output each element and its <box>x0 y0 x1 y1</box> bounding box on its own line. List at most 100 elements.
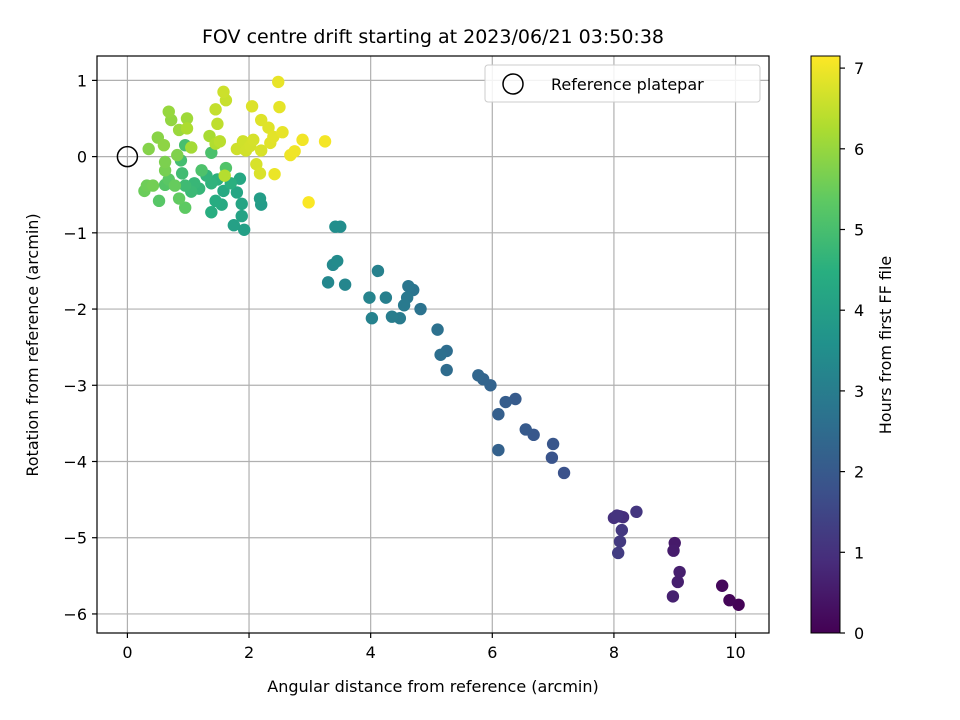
data-point <box>245 100 259 113</box>
data-point <box>338 278 352 291</box>
colorbar-tick-label: 6 <box>854 140 864 159</box>
data-point <box>331 254 344 268</box>
colorbar: 0 1 2 3 4 5 6 7 Hours from first FF file <box>810 55 895 643</box>
colorbar-ticks: 0 1 2 3 4 5 6 7 <box>840 59 864 643</box>
x-axis-ticks: 0 2 4 6 8 10 <box>122 633 746 662</box>
data-point <box>175 167 189 180</box>
data-point <box>253 167 267 180</box>
data-point <box>235 197 248 211</box>
y-tick-label: −2 <box>63 300 87 319</box>
data-point <box>237 223 251 236</box>
y-tick-label: 1 <box>77 71 87 90</box>
x-tick-label: 0 <box>122 643 132 662</box>
data-point <box>371 264 385 278</box>
y-axis-ticks: 1 0 −1 −2 −3 −4 −5 −6 <box>63 71 97 624</box>
legend: Reference platepar <box>484 64 761 103</box>
data-point <box>146 179 160 192</box>
data-point <box>723 594 736 607</box>
data-point <box>715 579 729 592</box>
data-point <box>195 164 208 177</box>
data-point <box>546 437 560 451</box>
y-tick-label: −1 <box>63 224 87 243</box>
data-point <box>385 310 399 323</box>
data-point <box>168 179 182 192</box>
data-point <box>247 133 260 147</box>
reference-marker <box>116 145 139 168</box>
data-point <box>434 348 447 361</box>
y-axis-label: Rotation from reference (arcmin) <box>23 213 42 476</box>
data-point <box>318 135 332 148</box>
data-point <box>379 291 393 304</box>
y-tick-label: −6 <box>63 605 87 624</box>
data-point <box>611 546 625 560</box>
data-point <box>630 505 643 519</box>
data-point <box>254 144 268 157</box>
data-point <box>230 186 244 199</box>
colorbar-tick-label: 0 <box>854 624 864 643</box>
data-point <box>253 192 267 205</box>
x-axis-label: Angular distance from reference (arcmin) <box>267 677 598 696</box>
data-point <box>162 105 175 118</box>
data-point <box>492 443 505 457</box>
data-point <box>329 220 342 233</box>
data-point <box>273 100 286 114</box>
data-point <box>615 523 629 537</box>
data-points <box>138 75 745 611</box>
data-point <box>178 179 192 192</box>
x-tick-label: 10 <box>725 643 745 662</box>
data-point <box>157 138 171 152</box>
data-point <box>180 112 194 125</box>
colorbar-tick-label: 3 <box>854 382 864 401</box>
data-point <box>218 169 231 182</box>
x-tick-label: 8 <box>609 643 619 662</box>
data-point <box>172 192 186 205</box>
data-point <box>288 145 301 158</box>
data-point <box>272 75 285 89</box>
data-point <box>185 141 198 154</box>
data-point <box>610 509 624 522</box>
data-point <box>276 126 289 139</box>
data-point <box>296 133 309 147</box>
data-point <box>545 451 559 464</box>
data-point <box>431 323 444 336</box>
y-tick-label: −3 <box>63 376 87 395</box>
x-tick-label: 6 <box>487 643 497 662</box>
y-tick-label: −5 <box>63 529 87 548</box>
chart-title: FOV centre drift starting at 2023/06/21 … <box>202 26 664 48</box>
y-tick-label: −4 <box>63 453 87 472</box>
grid-lines <box>97 56 769 633</box>
plot-frame <box>96 55 770 634</box>
colorbar-tick-label: 5 <box>854 221 864 240</box>
data-point <box>227 219 241 232</box>
data-point <box>158 155 172 169</box>
data-point <box>509 392 522 406</box>
data-point <box>321 276 335 289</box>
data-point <box>209 103 222 116</box>
colorbar-tick-label: 4 <box>854 301 864 320</box>
colorbar-label: Hours from first FF file <box>876 256 895 435</box>
legend-box <box>484 64 761 103</box>
data-point <box>205 206 218 219</box>
data-point <box>414 302 427 316</box>
data-point <box>209 194 222 208</box>
data-point <box>268 167 281 181</box>
data-point <box>217 85 230 99</box>
colorbar-gradient <box>810 55 841 634</box>
x-tick-label: 2 <box>244 643 254 662</box>
data-point <box>673 565 686 579</box>
colorbar-tick-label: 1 <box>854 543 864 562</box>
data-point <box>211 117 224 131</box>
y-tick-label: 0 <box>77 148 87 167</box>
data-point <box>499 395 512 409</box>
legend-label: Reference platepar <box>551 75 704 94</box>
data-point <box>363 291 376 304</box>
data-point <box>262 121 275 134</box>
data-point <box>142 142 155 156</box>
data-point <box>557 466 571 480</box>
data-point <box>472 369 485 382</box>
legend-marker <box>502 73 524 95</box>
data-point <box>152 194 166 208</box>
data-point <box>402 279 415 293</box>
data-point <box>302 196 315 209</box>
data-point <box>613 535 627 548</box>
